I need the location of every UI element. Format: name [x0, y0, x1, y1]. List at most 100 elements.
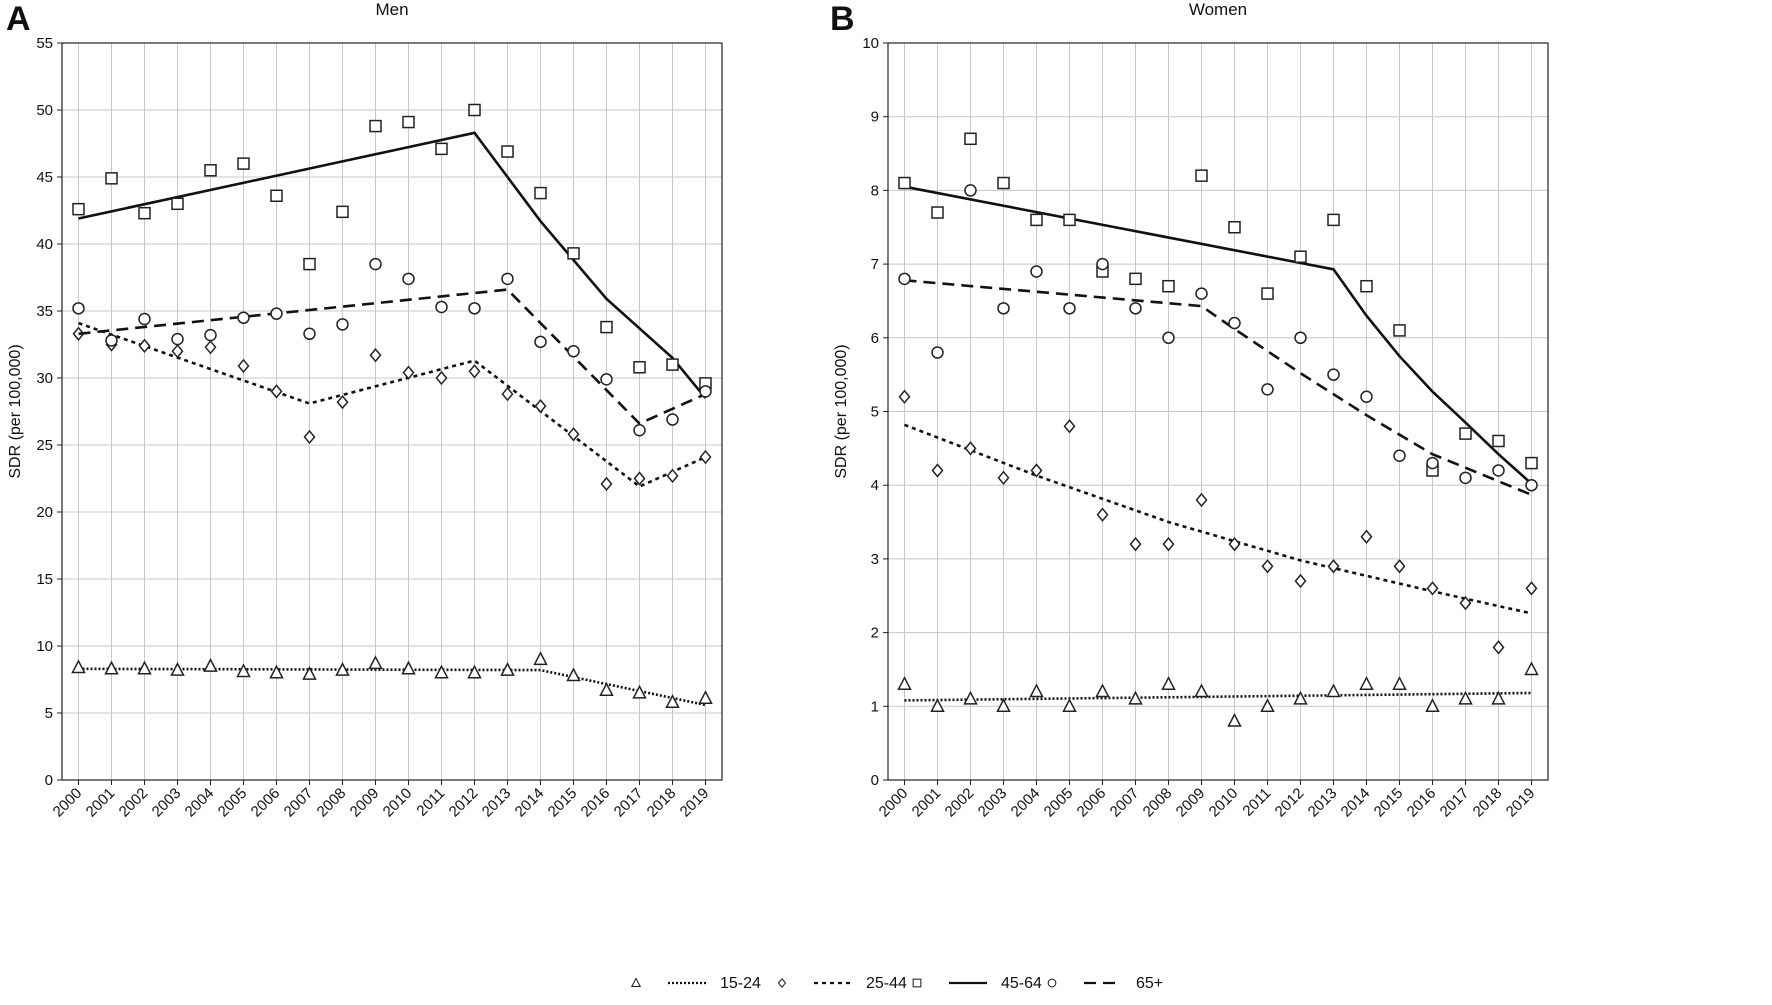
- data-point-25-44: [1096, 507, 1109, 522]
- x-tick-label: 2004: [1008, 785, 1044, 821]
- trend-line-45-64: [904, 185, 1533, 485]
- data-point-15-24: [1095, 683, 1110, 698]
- data-point-45-64: [402, 115, 415, 129]
- data-point-65+: [534, 335, 547, 349]
- x-tick-label: 2007: [1107, 785, 1143, 821]
- trend-line-15-24: [904, 691, 1532, 702]
- data-point-25-44: [1459, 595, 1472, 611]
- panel-men: A Men051015202530354045505520002001200220…: [6, 0, 723, 821]
- data-point-25-44: [303, 429, 316, 445]
- series-15-24: [897, 661, 1539, 727]
- y-tick-label: 7: [871, 256, 879, 273]
- legend-label: 15-24: [720, 975, 761, 992]
- data-point-25-44: [270, 384, 283, 399]
- data-point-15-24: [897, 676, 912, 690]
- trend-line-65+: [78, 288, 707, 426]
- x-tick-label: 2006: [1074, 785, 1110, 821]
- data-point-45-64: [468, 103, 481, 117]
- series-45-64: [72, 103, 712, 399]
- trend-line-25-44: [904, 423, 1532, 615]
- data-point-65+: [270, 307, 283, 320]
- data-point-65+: [72, 302, 85, 315]
- data-point-15-24: [302, 666, 317, 680]
- data-point-25-44: [534, 398, 547, 414]
- data-point-65+: [633, 424, 646, 437]
- data-point-15-24: [1293, 690, 1308, 705]
- x-tick-label: 2014: [1338, 785, 1374, 821]
- series-25-44: [898, 389, 1538, 655]
- legend-label: 65+: [1136, 975, 1163, 992]
- data-point-25-44: [1393, 559, 1406, 574]
- data-point-65+: [1393, 449, 1406, 462]
- data-point-45-64: [1525, 456, 1538, 470]
- panel-women: B Women0123456789102000200120022003200420…: [830, 0, 1549, 821]
- x-tick-label: 2005: [1041, 785, 1077, 821]
- data-point-15-24: [1392, 676, 1407, 690]
- data-point-15-24: [203, 657, 218, 672]
- legend-item-65+: 65+: [1047, 975, 1163, 992]
- data-point-45-64: [1030, 213, 1043, 227]
- data-point-25-44: [1129, 536, 1142, 552]
- series-65+: [72, 257, 712, 437]
- data-point-65+: [1261, 383, 1274, 396]
- data-point-15-24: [599, 682, 614, 696]
- data-point-15-24: [500, 661, 515, 676]
- x-tick-label: 2008: [1140, 785, 1176, 821]
- y-tick-label: 4: [871, 477, 879, 494]
- data-point-15-24: [170, 661, 185, 676]
- data-point-25-44: [1261, 559, 1274, 574]
- plot-frame: [61, 42, 723, 781]
- y-tick-label: 8: [871, 182, 879, 199]
- data-point-25-44: [1162, 536, 1175, 552]
- data-point-25-44: [931, 463, 944, 478]
- data-point-65+: [237, 311, 250, 324]
- data-point-45-64: [997, 176, 1010, 190]
- data-point-65+: [1096, 257, 1109, 271]
- data-point-65+: [567, 344, 580, 358]
- data-point-25-44: [468, 364, 481, 379]
- data-point-45-64: [105, 172, 118, 185]
- data-point-65+: [898, 272, 911, 286]
- x-tick-label: 2011: [413, 785, 448, 820]
- data-point-25-44: [1063, 419, 1076, 434]
- x-tick-label: 2004: [182, 785, 218, 821]
- y-tick-label: 55: [36, 35, 53, 52]
- data-point-15-24: [1194, 683, 1209, 698]
- data-point-45-64: [898, 176, 911, 190]
- legend-item-45-64: 45-64: [912, 975, 1042, 992]
- data-point-65+: [997, 302, 1010, 315]
- series-45-64: [898, 132, 1538, 485]
- data-point-65+: [171, 332, 184, 346]
- data-point-65+: [1525, 478, 1538, 492]
- data-point-45-64: [72, 202, 85, 216]
- y-tick-label: 40: [36, 236, 53, 253]
- data-point-45-64: [1327, 213, 1340, 227]
- y-tick-label: 20: [36, 504, 53, 521]
- data-point-45-64: [303, 257, 316, 271]
- x-tick-label: 2002: [942, 785, 978, 821]
- y-tick-label: 2: [871, 625, 879, 642]
- data-point-15-24: [1326, 683, 1341, 698]
- x-tick-label: 2001: [83, 785, 119, 821]
- x-tick-label: 2015: [545, 785, 581, 821]
- data-point-65+: [138, 312, 151, 326]
- data-point-65+: [1063, 302, 1076, 315]
- data-point-45-64: [534, 186, 547, 200]
- data-point-15-24: [368, 655, 383, 670]
- y-tick-label: 10: [862, 35, 879, 52]
- x-tick-label: 2014: [512, 785, 548, 821]
- data-point-65+: [1162, 331, 1175, 345]
- data-point-65+: [1426, 456, 1439, 470]
- legend: 15-24 25-44 45-64 65+: [630, 975, 1163, 992]
- legend-marker: [912, 978, 922, 988]
- data-point-15-24: [236, 663, 251, 678]
- x-tick-label: 2006: [248, 785, 284, 821]
- x-tick-label: 2009: [1173, 785, 1209, 821]
- x-tick-label: 2011: [1239, 785, 1274, 820]
- data-point-65+: [1129, 302, 1142, 315]
- data-point-25-44: [600, 476, 613, 492]
- y-tick-label: 1: [871, 698, 879, 715]
- data-point-45-64: [1393, 324, 1406, 337]
